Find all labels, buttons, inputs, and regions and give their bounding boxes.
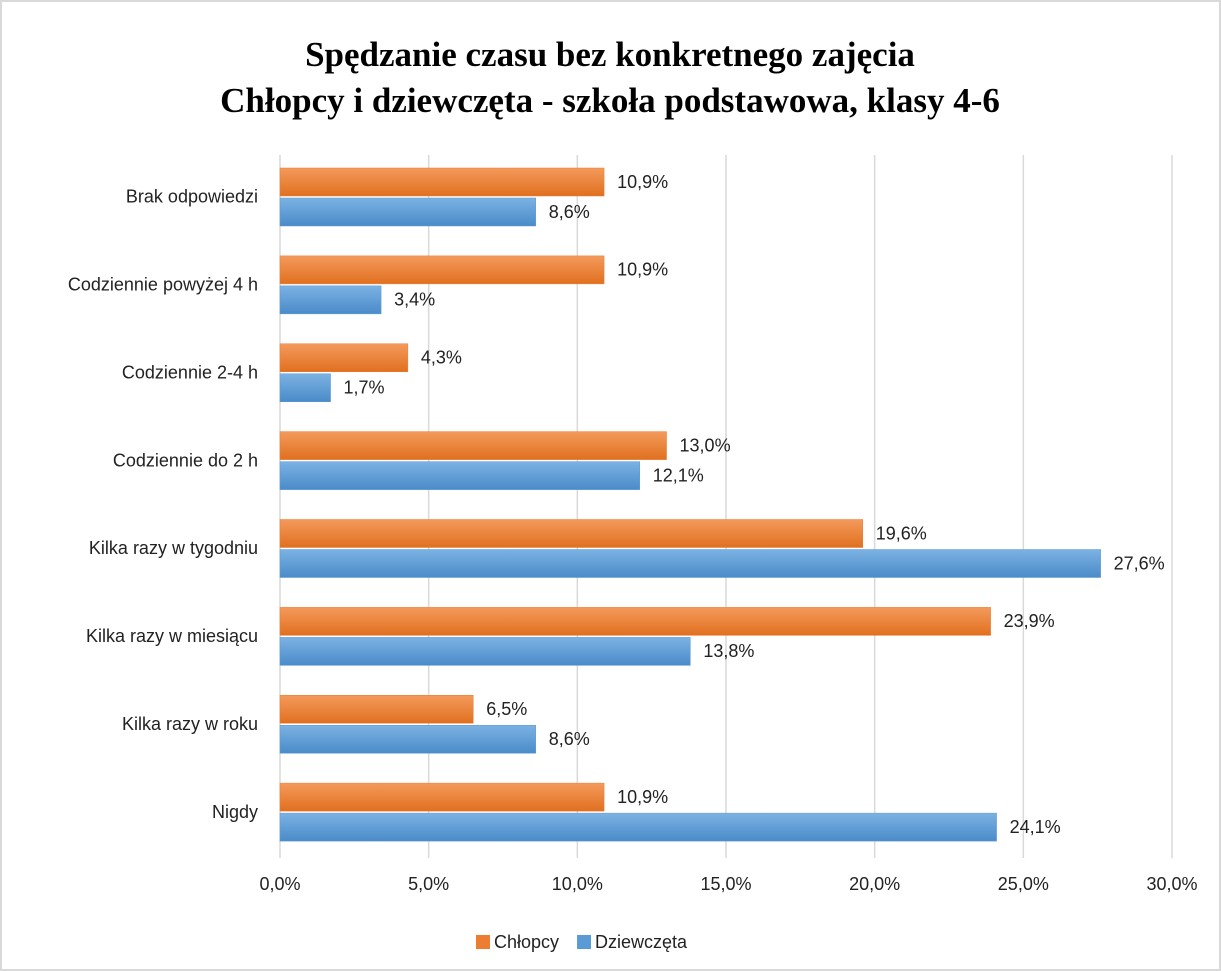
bar — [279, 782, 605, 812]
x-tick-label: 10,0% — [552, 874, 603, 894]
x-tick-label: 20,0% — [849, 874, 900, 894]
data-label: 10,9% — [617, 172, 668, 192]
y-tick-label: Codziennie do 2 h — [113, 450, 258, 470]
bar — [279, 812, 997, 842]
bar — [279, 285, 382, 315]
legend-swatch — [577, 935, 592, 949]
bar — [279, 167, 605, 197]
data-label: 19,6% — [876, 523, 927, 543]
chart-title: Spędzanie czasu bez konkretnego zajęcia — [305, 35, 915, 74]
bar — [279, 255, 605, 285]
x-tick-label: 5,0% — [408, 874, 449, 894]
data-label: 27,6% — [1114, 553, 1165, 573]
data-label: 8,6% — [549, 202, 590, 222]
y-tick-label: Codziennie powyżej 4 h — [68, 275, 258, 295]
x-tick-label: 25,0% — [998, 874, 1049, 894]
legend-swatch — [476, 935, 490, 949]
data-label: 12,1% — [653, 465, 704, 485]
data-label: 3,4% — [394, 290, 435, 310]
data-label: 10,9% — [617, 787, 668, 807]
data-label: 6,5% — [486, 699, 527, 719]
y-tick-label: Kilka razy w tygodniu — [89, 538, 258, 558]
bar — [279, 197, 536, 227]
bar — [279, 637, 691, 666]
x-tick-label: 30,0% — [1146, 874, 1197, 894]
data-label: 23,9% — [1004, 611, 1055, 631]
y-tick-label: Brak odpowiedzi — [126, 187, 258, 207]
bar — [279, 373, 331, 402]
x-tick-label: 0,0% — [259, 874, 300, 894]
data-label: 13,0% — [680, 435, 731, 455]
bar — [279, 461, 641, 490]
data-label: 10,9% — [617, 260, 668, 280]
bar — [279, 695, 474, 724]
data-label: 13,8% — [703, 641, 754, 661]
y-tick-label: Kilka razy w miesiącu — [86, 626, 258, 646]
bar — [279, 549, 1101, 578]
data-label: 8,6% — [549, 729, 590, 749]
data-label: 24,1% — [1010, 817, 1061, 837]
data-label: 1,7% — [344, 378, 385, 398]
y-tick-label: Codziennie 2-4 h — [122, 362, 258, 382]
bar — [279, 725, 536, 754]
bar — [279, 343, 409, 372]
y-tick-label: Kilka razy w roku — [122, 714, 258, 734]
chart-subtitle: Chłopcy i dziewczęta - szkoła podstawowa… — [220, 81, 1000, 120]
x-tick-label: 15,0% — [700, 874, 751, 894]
bar — [279, 431, 667, 460]
bar — [279, 519, 864, 548]
y-tick-label: Nigdy — [212, 802, 258, 822]
legend-label: Dziewczęta — [595, 932, 688, 952]
bar — [279, 607, 991, 636]
legend-label: Chłopcy — [494, 932, 559, 952]
data-label: 4,3% — [421, 348, 462, 368]
